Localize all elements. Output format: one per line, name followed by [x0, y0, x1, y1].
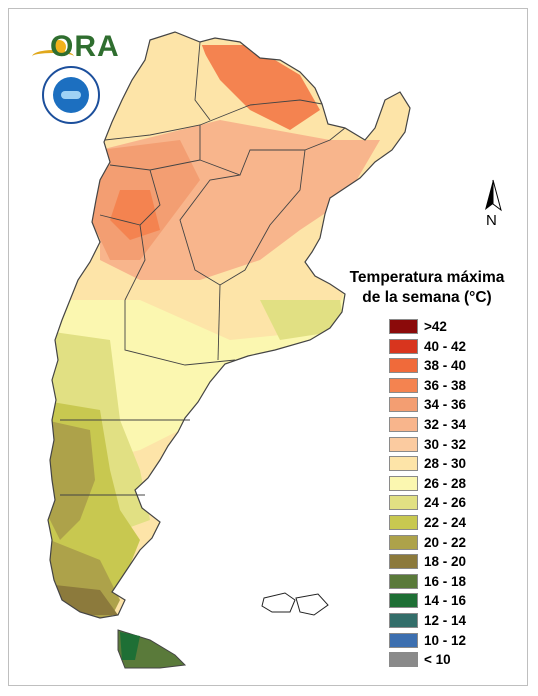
legend-swatch — [389, 554, 418, 570]
legend-swatch — [389, 495, 418, 511]
legend-swatch — [389, 417, 418, 432]
meteorological-service-seal — [42, 66, 100, 124]
legend-swatch — [389, 632, 418, 648]
legend-label: 16 - 18 — [424, 573, 467, 589]
legend-title-line-2: de la semana (°C) — [362, 289, 492, 306]
legend-label: 28 - 30 — [424, 456, 467, 472]
legend-label: 18 - 20 — [424, 554, 467, 570]
north-arrow: N — [478, 176, 508, 232]
legend-title-line-1: Temperatura máxima — [349, 269, 505, 286]
legend-label: 30 - 32 — [424, 436, 467, 452]
legend-label: 24 - 26 — [424, 495, 467, 511]
legend-label: >42 — [424, 319, 447, 334]
legend-label: 32 - 34 — [424, 417, 467, 432]
legend-label: 36 - 38 — [424, 377, 467, 393]
legend-swatch — [389, 456, 418, 472]
legend-label: 14 - 16 — [424, 593, 467, 609]
tierra-del-fuego — [117, 629, 187, 669]
north-arrow-graphic — [485, 179, 502, 212]
legend-label: < 10 — [424, 652, 451, 668]
legend-label: 10 - 12 — [424, 632, 467, 648]
legend-label: 22 - 24 — [424, 515, 467, 530]
malvinas-islands — [261, 592, 329, 616]
legend-swatch — [389, 436, 418, 452]
legend-swatch — [389, 397, 418, 413]
legend-swatch — [389, 515, 418, 530]
legend-swatch — [389, 593, 418, 609]
legend-swatch — [389, 652, 418, 668]
ora-logo: ORA — [32, 26, 119, 66]
legend-label: 40 - 42 — [424, 338, 467, 354]
legend-label: 34 - 36 — [424, 397, 467, 413]
legend-swatch — [389, 319, 418, 334]
north-label: N — [486, 212, 497, 229]
legend-label: 12 - 14 — [424, 613, 467, 628]
province-borders — [47, 31, 411, 619]
legend-swatch — [389, 338, 418, 354]
legend-swatch — [389, 358, 418, 374]
legend-swatch — [389, 377, 418, 393]
temperature-fields — [48, 32, 410, 618]
legend-label: 20 - 22 — [424, 534, 467, 550]
legend-label: 26 - 28 — [424, 475, 467, 491]
legend-swatch — [389, 613, 418, 628]
legend-title: Temperatura máxima de la semana (°C) — [322, 268, 532, 308]
legend-swatch — [389, 573, 418, 589]
legend-label: 38 - 40 — [424, 358, 467, 374]
legend-swatch — [389, 475, 418, 491]
map-frame — [8, 8, 528, 686]
legend-swatch — [389, 534, 418, 550]
